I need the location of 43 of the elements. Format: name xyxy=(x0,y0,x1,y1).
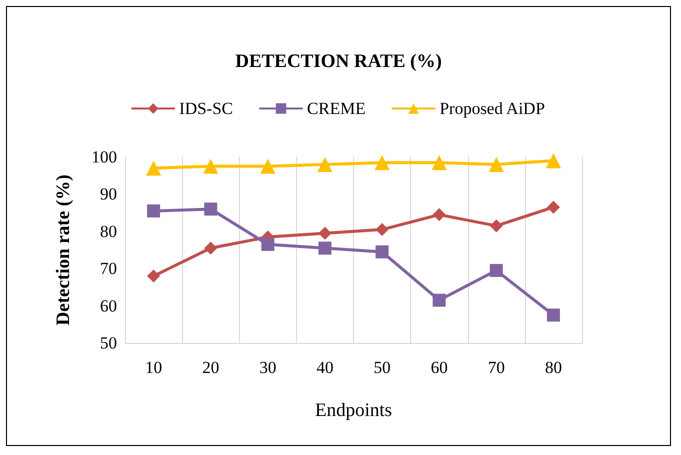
point xyxy=(147,204,160,218)
point xyxy=(318,226,332,240)
point xyxy=(204,242,218,255)
point xyxy=(317,156,332,172)
point xyxy=(546,200,560,214)
point xyxy=(432,208,446,222)
legend-label: IDS-SC xyxy=(179,99,234,118)
x-tick-label: 10 xyxy=(145,358,162,377)
legend-label: Proposed AiDP xyxy=(440,99,545,118)
x-tick-label: 60 xyxy=(430,358,448,377)
point xyxy=(374,155,390,170)
point xyxy=(203,158,218,174)
point xyxy=(546,308,560,322)
y-tick-label: 80 xyxy=(100,222,117,241)
point xyxy=(318,242,332,255)
x-tick-label: 30 xyxy=(259,358,276,377)
point xyxy=(490,219,503,232)
point xyxy=(376,223,389,236)
point xyxy=(432,155,447,170)
legend-label: CREME xyxy=(307,99,366,118)
y-axis-title: Detection rate (%) xyxy=(53,174,74,326)
x-axis-title: Endpoints xyxy=(314,400,392,421)
y-tick-label: 100 xyxy=(92,148,117,166)
point xyxy=(490,264,503,277)
point xyxy=(546,153,561,168)
point xyxy=(261,238,274,251)
point xyxy=(146,160,162,176)
point xyxy=(260,158,276,174)
x-tick-label: 80 xyxy=(544,358,562,377)
point xyxy=(147,270,160,283)
point xyxy=(432,294,446,307)
chart-title: DETECTION RATE (%) xyxy=(235,51,442,72)
point xyxy=(376,245,389,258)
x-tick-label: 40 xyxy=(316,358,334,377)
point xyxy=(488,156,504,172)
y-tick-label: 70 xyxy=(100,259,117,278)
point xyxy=(204,202,218,216)
y-tick-label: 50 xyxy=(100,334,117,352)
y-tick-label: 60 xyxy=(100,296,117,316)
x-tick-label: 50 xyxy=(374,358,391,377)
y-tick-label: 90 xyxy=(100,184,117,204)
x-tick-label: 70 xyxy=(488,358,505,377)
x-tick-label: 20 xyxy=(202,358,220,377)
